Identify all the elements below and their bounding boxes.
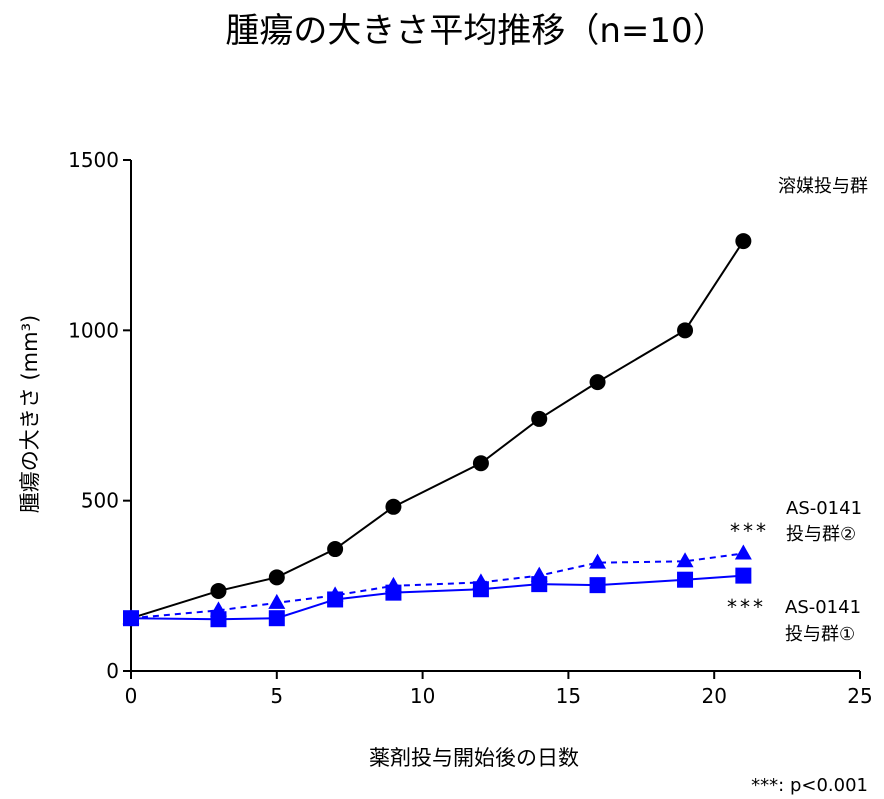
series-vehicle xyxy=(123,233,752,627)
data-point xyxy=(385,584,402,601)
data-point xyxy=(589,577,606,594)
series-label-vehicle: 溶媒投与群 xyxy=(778,176,868,197)
y-axis-label: 腫瘍の大きさ (mm³) xyxy=(18,315,42,513)
data-point xyxy=(589,374,606,391)
y-tick-label: 0 xyxy=(106,659,119,683)
data-point xyxy=(734,544,752,560)
data-point xyxy=(472,455,489,472)
x-tick-label: 10 xyxy=(410,684,435,708)
significance-marker-group-1: *** xyxy=(727,595,766,619)
x-tick-label: 15 xyxy=(556,684,581,708)
data-point xyxy=(676,552,694,568)
x-axis-label: 薬剤投与開始後の日数 xyxy=(369,746,579,770)
data-point xyxy=(327,541,344,558)
data-point xyxy=(268,569,285,586)
data-point xyxy=(385,498,402,515)
data-point xyxy=(268,593,286,609)
data-point xyxy=(472,581,489,598)
y-tick-label: 1000 xyxy=(68,318,119,342)
y-ticks: 0 500 1000 1500 xyxy=(68,148,131,683)
data-point xyxy=(677,322,694,339)
x-tick-label: 5 xyxy=(270,684,283,708)
series-line xyxy=(130,574,744,621)
data-point xyxy=(735,567,752,584)
data-point xyxy=(268,610,285,627)
series-layer xyxy=(122,233,752,628)
series-label-group-1-line2: 投与群① xyxy=(785,624,855,645)
series-line xyxy=(130,240,745,620)
data-point xyxy=(123,610,139,627)
series-label-group-1-line1: AS-0141 xyxy=(785,597,861,618)
footnote: ***: p<0.001 xyxy=(751,775,868,796)
x-tick-label: 20 xyxy=(701,684,726,708)
y-tick-label: 1500 xyxy=(68,148,119,172)
axes xyxy=(130,160,860,672)
series-as0141-group-1 xyxy=(123,567,752,628)
y-tick-label: 500 xyxy=(81,489,119,513)
data-point xyxy=(531,410,548,427)
data-point xyxy=(589,553,607,569)
data-point xyxy=(327,591,344,608)
data-point xyxy=(735,233,752,250)
data-point xyxy=(210,582,227,599)
x-tick-label: 0 xyxy=(125,684,138,708)
x-ticks: 0 5 10 15 20 25 xyxy=(125,671,873,708)
data-point xyxy=(677,571,694,588)
series-line xyxy=(130,552,744,620)
series-label-group-2-line2: 投与群② xyxy=(786,524,856,545)
series-label-group-2-line1: AS-0141 xyxy=(786,498,862,519)
data-point xyxy=(210,611,227,628)
significance-marker-group-2: *** xyxy=(730,519,769,543)
data-point xyxy=(531,576,548,593)
chart-title: 腫瘍の大きさ平均推移（n=10） xyxy=(225,11,726,51)
x-tick-label: 25 xyxy=(847,684,872,708)
